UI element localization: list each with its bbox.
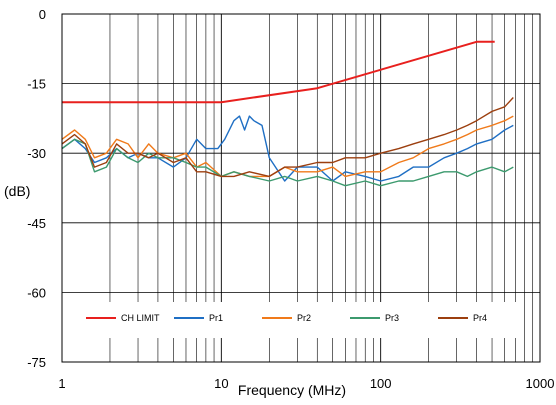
x-tick-label: 10 xyxy=(214,376,228,391)
y-tick-label: -75 xyxy=(27,355,46,370)
y-tick-label: -45 xyxy=(27,216,46,231)
x-tick-label: 1 xyxy=(58,376,65,391)
legend-label: CH LIMIT xyxy=(121,313,160,323)
series-line-pr3 xyxy=(61,138,514,187)
legend-label: Pr1 xyxy=(209,313,223,323)
tick-labels: 0 -15 -30 -45 -60 -75 1 10 100 1000 xyxy=(27,7,554,391)
plot-frame xyxy=(61,13,541,363)
y-tick-label: -60 xyxy=(27,285,46,300)
series-line-pr4 xyxy=(61,97,514,178)
legend-label: Pr3 xyxy=(385,313,399,323)
x-tick-label: 100 xyxy=(370,376,392,391)
series-line-pr1 xyxy=(61,115,514,182)
y-axis-label: (dB) xyxy=(4,183,30,199)
y-tick-label: -30 xyxy=(27,146,46,161)
y-tick-label: 0 xyxy=(39,7,46,22)
series-line-ch-limit xyxy=(62,40,495,104)
legend-box xyxy=(78,302,524,338)
series-layer xyxy=(61,40,514,187)
y-tick-label: -15 xyxy=(27,77,46,92)
legend-label: Pr2 xyxy=(297,313,311,323)
x-tick-label: 1000 xyxy=(526,376,555,391)
legend: CH LIMIT Pr1 Pr2 Pr3 Pr4 xyxy=(78,302,524,338)
legend-label: Pr4 xyxy=(473,313,487,323)
x-axis-label: Frequency (MHz) xyxy=(238,382,346,398)
